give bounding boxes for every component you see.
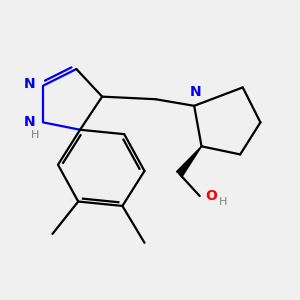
Text: H: H	[219, 196, 227, 206]
Text: N: N	[190, 85, 202, 99]
Text: N: N	[23, 115, 35, 129]
Polygon shape	[177, 146, 202, 176]
Text: N: N	[23, 77, 35, 91]
Text: O: O	[205, 189, 217, 203]
Text: H: H	[31, 130, 39, 140]
